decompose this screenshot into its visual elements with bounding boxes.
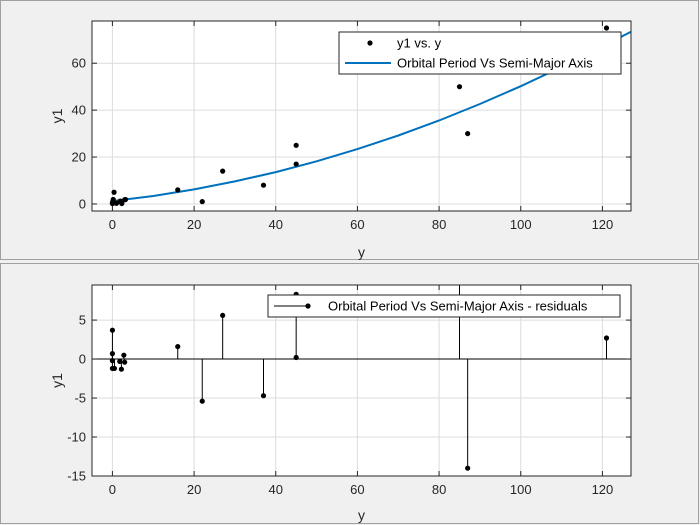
x-tick-label: 60 xyxy=(350,217,364,232)
x-tick-label: 40 xyxy=(269,482,283,497)
legend-entry-label: y1 vs. y xyxy=(397,36,442,51)
legend-marker xyxy=(305,303,311,309)
axes-box xyxy=(91,284,632,477)
x-tick-label: 0 xyxy=(109,217,116,232)
y-tick-label: -10 xyxy=(67,430,86,445)
data-point xyxy=(122,196,129,203)
axes-box xyxy=(91,20,632,212)
residual-point xyxy=(293,354,299,361)
x-tick-label: 80 xyxy=(432,482,446,497)
plot-area xyxy=(92,285,631,471)
data-point xyxy=(465,130,471,137)
data-point xyxy=(111,189,117,195)
legend-box xyxy=(338,31,622,75)
legend-entry-label: Orbital Period Vs Semi-Major Axis xyxy=(397,56,593,71)
y-tick-label: 20 xyxy=(72,150,86,165)
legend: Orbital Period Vs Semi-Major Axis - resi… xyxy=(267,294,621,318)
x-axis-label: y xyxy=(358,507,365,523)
x-tick-label: 80 xyxy=(432,217,446,232)
data-point xyxy=(293,161,299,167)
y-tick-label: 60 xyxy=(72,56,86,71)
residual-point xyxy=(465,465,471,471)
residual-point xyxy=(121,352,127,358)
x-tick-label: 120 xyxy=(592,482,614,497)
fit-plot-axes: 0 20 40 60 80 100 120 0 20 40 60 y y1 y1 vs. y Orbital… xyxy=(49,20,632,260)
residual-point xyxy=(199,398,205,404)
legend: y1 vs. y Orbital Period Vs Semi-Major Axi… xyxy=(338,31,622,75)
y-tick-label: 0 xyxy=(79,196,86,211)
residual-point xyxy=(175,343,181,350)
data-point xyxy=(456,84,463,90)
residual-point xyxy=(109,327,116,333)
x-tick-label: 100 xyxy=(510,482,532,497)
residual-point xyxy=(109,351,116,357)
y-tick-label: -15 xyxy=(67,469,86,484)
data-point xyxy=(175,187,181,193)
x-axis-label: y xyxy=(358,244,365,260)
data-point xyxy=(220,168,226,174)
data-point xyxy=(260,182,267,188)
residual-point xyxy=(122,359,128,365)
data-point xyxy=(119,200,125,207)
y-tick-label: -5 xyxy=(74,391,86,406)
x-tick-label: 20 xyxy=(187,217,201,232)
data-point xyxy=(199,199,205,205)
legend-entry-label: Orbital Period Vs Semi-Major Axis - resi… xyxy=(328,299,588,314)
x-tick-label: 0 xyxy=(109,482,116,497)
y-tick-label: 40 xyxy=(72,103,86,118)
legend-box xyxy=(267,294,621,318)
data-point xyxy=(293,142,299,148)
x-tick-label: 40 xyxy=(269,217,283,232)
data-point xyxy=(603,25,610,31)
residual-point xyxy=(260,393,267,399)
residual-point xyxy=(118,366,124,372)
y-tick-label: 5 xyxy=(79,313,86,328)
x-tick-label: 120 xyxy=(592,217,614,232)
residual-point xyxy=(603,335,610,341)
y-axis-label: y1 xyxy=(49,373,65,388)
x-tick-label: 100 xyxy=(510,217,532,232)
y-tick-label: 0 xyxy=(79,352,86,367)
residual-point xyxy=(111,365,118,372)
residuals-plot-axes: 0 20 40 60 80 100 120 -15 -10 -5 0 5 y y1 Orbital Peri… xyxy=(49,284,632,523)
residual-point xyxy=(220,312,226,319)
legend-marker xyxy=(367,40,373,46)
x-tick-label: 20 xyxy=(187,482,201,497)
residual-point xyxy=(117,358,123,364)
x-tick-label: 60 xyxy=(350,482,364,497)
residual-point xyxy=(109,358,116,364)
y-axis-label: y1 xyxy=(49,108,65,123)
